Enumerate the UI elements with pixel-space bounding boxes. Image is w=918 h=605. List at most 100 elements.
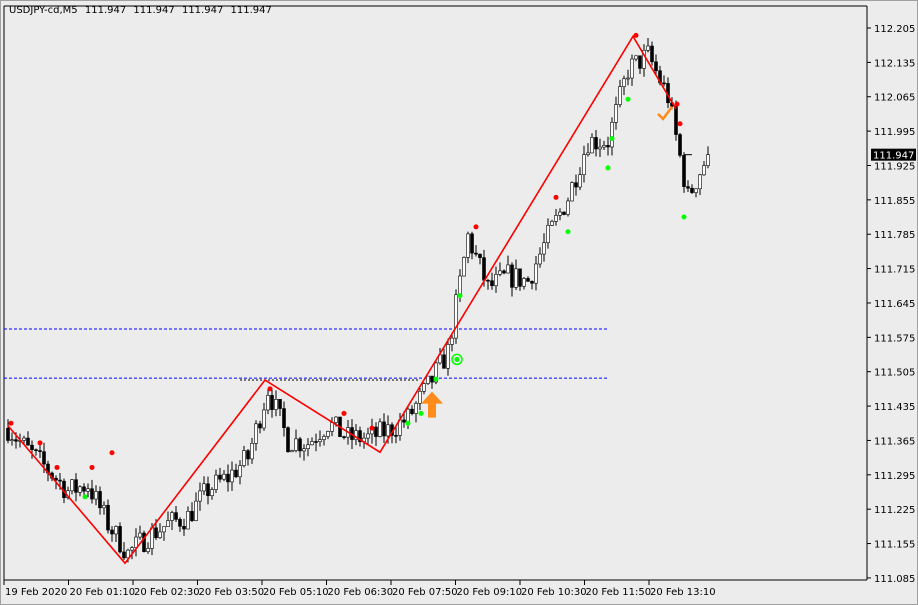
bull-candle <box>698 174 702 190</box>
bull-candle <box>302 448 306 452</box>
bear-candle <box>110 529 114 535</box>
y-tick-label: 111.505 <box>874 368 915 379</box>
bear-candle <box>206 483 210 497</box>
bear-candle <box>490 280 494 287</box>
bull-candle <box>330 422 334 432</box>
bear-candle <box>482 257 486 281</box>
ohlc-low: 111.947 <box>181 5 224 16</box>
bull-candle <box>254 423 258 444</box>
bear-candle <box>190 510 194 522</box>
bear-candle <box>122 551 126 559</box>
bull-candle <box>550 221 554 226</box>
bear-candle <box>574 182 578 188</box>
zigzag-line <box>7 34 677 565</box>
y-tick-label: 111.715 <box>874 265 915 276</box>
bear-candle <box>90 488 94 500</box>
y-tick-label: 111.855 <box>874 196 915 207</box>
bear-candle <box>74 479 78 493</box>
bull-candle <box>466 233 470 258</box>
bull-candle <box>522 278 526 287</box>
y-tick-label: 111.575 <box>874 333 915 344</box>
bear-candle <box>410 408 414 414</box>
bull-candle <box>290 450 294 453</box>
y-tick-label: 112.205 <box>874 24 915 35</box>
bear-candle <box>246 450 250 460</box>
bear-candle <box>258 423 262 429</box>
bear-candle <box>394 435 398 437</box>
bull-candle <box>630 58 634 79</box>
bull-candle <box>194 500 198 522</box>
bull-candle <box>494 274 498 287</box>
y-tick-label: 111.645 <box>874 299 915 310</box>
bear-candle <box>650 45 654 63</box>
bull-candle <box>610 122 614 148</box>
bull-candle <box>538 253 542 265</box>
current-price-tag <box>871 148 916 161</box>
bear-candle <box>34 449 38 451</box>
bull-candle <box>326 431 330 437</box>
y-tick-label: 111.225 <box>874 505 915 516</box>
x-tick-label: 19 Feb 2020 <box>5 587 67 598</box>
bull-candle <box>566 200 570 215</box>
bear-candle <box>174 512 178 520</box>
bear-candle <box>82 486 86 492</box>
bull-candle <box>546 225 550 244</box>
bull-candle <box>634 55 638 60</box>
bear-candle <box>686 186 690 189</box>
bear-candle <box>690 187 694 193</box>
bull-candle <box>590 137 594 154</box>
x-tick-label: 20 Feb 10:30 <box>521 587 587 598</box>
bull-candle <box>642 49 646 69</box>
bear-candle <box>226 473 230 483</box>
bear-candle <box>154 527 158 539</box>
bull-candle <box>406 408 410 423</box>
high-signal-dot <box>267 386 273 392</box>
bull-candle <box>626 77 630 80</box>
high-signal-dot <box>109 450 115 456</box>
bear-candle <box>594 137 598 150</box>
x-tick-label: 20 Feb 13:10 <box>650 587 716 598</box>
bull-candle <box>582 154 586 176</box>
bull-candle <box>318 439 322 442</box>
bull-candle <box>422 383 426 392</box>
bull-candle <box>598 146 602 150</box>
y-tick-label: 111.365 <box>874 436 915 447</box>
bear-candle <box>606 145 610 148</box>
bull-candle <box>434 362 438 383</box>
bear-candle <box>442 354 446 369</box>
y-tick-label: 111.295 <box>874 471 915 482</box>
ohlc-close: 111.947 <box>230 5 272 16</box>
bull-candle <box>618 86 622 105</box>
bear-candle <box>270 395 274 410</box>
bull-candle <box>450 337 454 345</box>
check-icon <box>657 106 673 121</box>
bull-candle <box>542 242 546 255</box>
bull-candle <box>646 45 650 51</box>
x-tick-label: 20 Feb 11:50 <box>586 587 652 598</box>
bear-candle <box>638 55 642 69</box>
bull-candle <box>202 483 206 492</box>
plot-area <box>4 20 867 580</box>
bull-candle <box>166 520 170 527</box>
bear-candle <box>474 252 478 255</box>
bull-candle <box>266 395 270 411</box>
low-signal-dot <box>433 376 439 382</box>
high-signal-dot <box>89 464 95 470</box>
bear-candle <box>358 430 362 443</box>
bear-candle <box>286 427 290 453</box>
bull-candle <box>554 215 558 222</box>
bull-candle <box>514 268 518 288</box>
y-tick-label: 111.785 <box>874 230 915 241</box>
y-tick-label: 111.085 <box>874 574 915 585</box>
bear-candle <box>182 525 186 530</box>
bull-candle <box>462 257 466 277</box>
bull-candle <box>426 375 430 384</box>
bear-candle <box>234 469 238 478</box>
bull-candle <box>446 344 450 369</box>
bull-candle <box>306 444 310 450</box>
bear-candle <box>178 519 182 527</box>
bear-candle <box>530 281 534 284</box>
current-price-label: 111.947 <box>873 151 914 162</box>
bear-candle <box>486 279 490 282</box>
